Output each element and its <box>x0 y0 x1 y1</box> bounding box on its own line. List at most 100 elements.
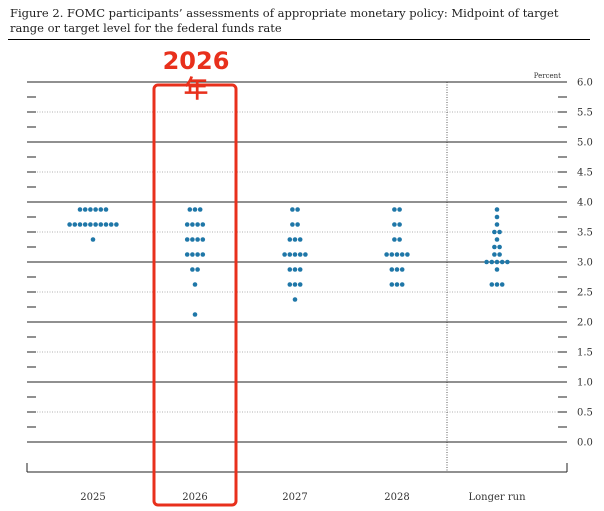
data-dot <box>67 222 72 227</box>
data-dot <box>394 252 400 257</box>
data-dot <box>392 237 397 242</box>
data-dot <box>492 252 497 257</box>
y-tick-label: 4.5 <box>577 168 593 179</box>
data-dot <box>93 222 98 227</box>
data-dot <box>494 214 500 220</box>
highlight-box <box>152 83 238 507</box>
data-dot <box>88 222 93 227</box>
data-dot <box>98 207 104 212</box>
data-dot <box>200 252 206 257</box>
y-tick-label: 3.0 <box>577 258 593 269</box>
y-tick-label: 2.0 <box>577 318 593 329</box>
data-dot <box>292 282 298 287</box>
data-dot <box>399 267 405 272</box>
data-dot <box>190 267 195 272</box>
data-dot <box>297 252 303 257</box>
y-axis-unit-label: Percent <box>534 72 561 80</box>
data-dot <box>397 207 402 212</box>
data-dot <box>197 207 203 212</box>
data-dot <box>287 282 293 287</box>
data-dot <box>297 282 303 287</box>
data-dot <box>494 282 500 287</box>
data-dot <box>303 252 308 257</box>
data-dot <box>497 252 502 257</box>
data-dot <box>297 237 303 242</box>
data-dot <box>287 237 293 242</box>
data-dot <box>397 237 402 242</box>
data-dot <box>484 259 489 265</box>
data-dot <box>394 282 400 287</box>
data-dot <box>190 252 195 257</box>
data-dot <box>489 282 495 287</box>
data-dot <box>494 207 500 212</box>
data-dot <box>492 244 497 250</box>
data-dot <box>195 267 200 272</box>
data-dot <box>397 222 402 227</box>
data-dot <box>190 222 195 227</box>
data-dot <box>108 222 114 227</box>
data-dot <box>389 282 395 287</box>
data-dot <box>290 222 295 227</box>
data-dot <box>494 237 500 242</box>
data-dot <box>494 259 500 265</box>
data-dot <box>399 282 405 287</box>
y-tick-label: 4.0 <box>577 198 593 209</box>
y-tick-label: 1.5 <box>577 348 593 359</box>
data-dot <box>200 222 206 227</box>
data-dot <box>82 222 88 227</box>
data-dot <box>184 237 190 242</box>
data-dot <box>192 207 198 212</box>
data-dot <box>292 297 298 302</box>
data-dot <box>389 267 395 272</box>
data-dot <box>98 222 104 227</box>
data-dot <box>492 229 497 235</box>
data-dot <box>290 207 295 212</box>
data-dot <box>77 222 83 227</box>
data-dot <box>292 267 298 272</box>
data-dot <box>184 222 190 227</box>
data-dot <box>497 244 502 250</box>
y-tick-label: 0.0 <box>577 438 593 449</box>
x-category-label: Longer run <box>468 492 526 503</box>
data-dot <box>88 207 93 212</box>
x-category-label: 2026 <box>182 492 207 503</box>
data-dot <box>192 312 198 317</box>
data-dot <box>90 237 96 242</box>
data-dot <box>93 207 98 212</box>
data-dot <box>282 252 287 257</box>
x-category-label: 2027 <box>282 492 307 503</box>
data-dot <box>494 222 500 227</box>
data-dot <box>190 237 195 242</box>
data-dot <box>200 237 206 242</box>
data-dot <box>72 222 78 227</box>
data-dot <box>195 237 200 242</box>
data-dot <box>399 252 405 257</box>
data-dot <box>497 229 502 235</box>
data-dot <box>77 207 83 212</box>
data-dot <box>114 222 119 227</box>
data-dot <box>499 259 505 265</box>
y-tick-label: 1.0 <box>577 378 593 389</box>
data-dot <box>489 259 495 265</box>
data-dot <box>82 207 88 212</box>
data-dot <box>195 222 200 227</box>
data-dot <box>394 267 400 272</box>
data-dot <box>103 222 109 227</box>
data-dot <box>292 252 298 257</box>
data-dot <box>392 207 397 212</box>
data-dot <box>295 207 300 212</box>
data-dot <box>505 259 510 265</box>
y-tick-label: 2.5 <box>577 288 593 299</box>
data-dot <box>292 237 298 242</box>
data-dot <box>295 222 300 227</box>
x-category-label: 2025 <box>80 492 105 503</box>
data-dot <box>287 252 293 257</box>
y-tick-label: 6.0 <box>577 78 593 89</box>
data-dot <box>287 267 293 272</box>
y-tick-label: 5.0 <box>577 138 593 149</box>
chart-title: Figure 2. FOMC participants’ assessments… <box>10 6 559 35</box>
y-tick-label: 0.5 <box>577 408 593 419</box>
data-dot <box>389 252 395 257</box>
annotation-label: 2026年 <box>162 47 230 103</box>
data-dot <box>184 252 190 257</box>
